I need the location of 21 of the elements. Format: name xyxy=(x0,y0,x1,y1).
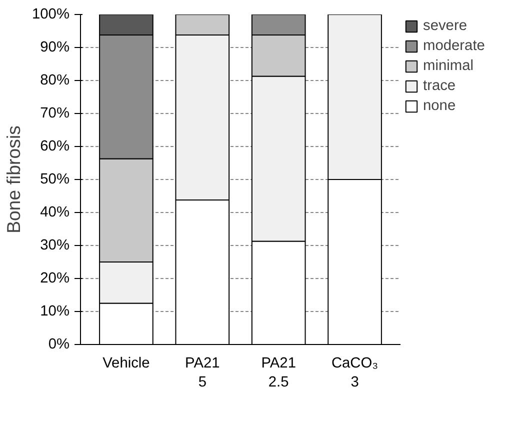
y-tick-label: 70% xyxy=(40,106,70,122)
y-tick-label: 40% xyxy=(40,204,70,220)
y-tick-label: 80% xyxy=(40,72,70,88)
y-tick-label: 10% xyxy=(40,304,70,320)
x-tick-label: CaCO₃ 3 xyxy=(331,356,378,391)
x-tick-label: PA21 5 xyxy=(185,356,220,391)
y-tick-label: 100% xyxy=(32,6,70,22)
legend-label: trace xyxy=(423,78,456,94)
legend-label: minimal xyxy=(423,58,474,74)
y-tick-label: 90% xyxy=(40,40,70,56)
legend-label: moderate xyxy=(423,38,485,54)
legend-label: none xyxy=(423,98,456,114)
y-axis-title: Bone fibrosis xyxy=(3,126,24,234)
y-tick-label: 30% xyxy=(40,238,70,254)
x-tick-label: PA21 2.5 xyxy=(261,356,296,391)
legend-label: severe xyxy=(423,18,467,34)
y-tick-label: 60% xyxy=(40,138,70,154)
y-tick-label: 50% xyxy=(40,172,70,188)
y-tick-label: 20% xyxy=(40,270,70,286)
y-tick-label: 0% xyxy=(48,336,70,352)
x-tick-label: Vehicle xyxy=(102,356,150,372)
